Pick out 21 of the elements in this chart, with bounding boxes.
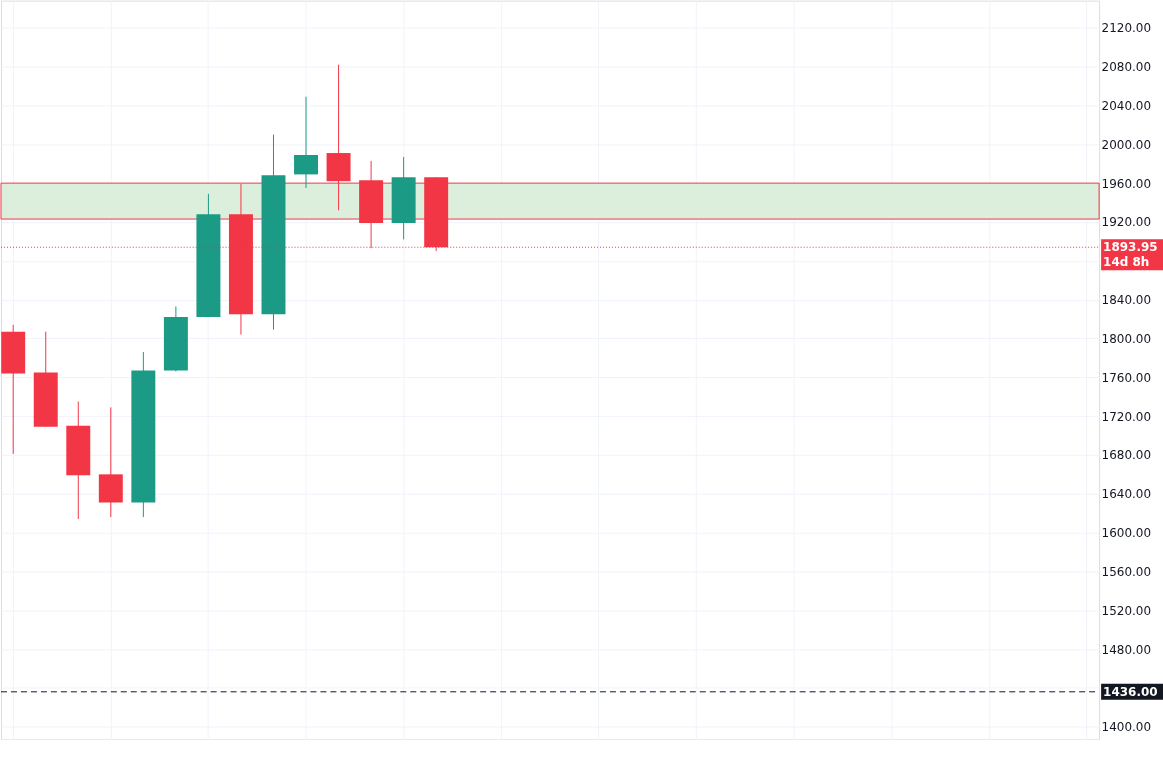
- y-tick-label: 1720.00: [1101, 409, 1152, 424]
- y-tick-label: 1960.00: [1101, 176, 1152, 191]
- text: 14d 8h: [1103, 255, 1150, 270]
- y-tick-label: 2040.00: [1101, 98, 1152, 113]
- y-tick-label: 1400.00: [1101, 720, 1152, 735]
- y-tick-label: 1560.00: [1101, 564, 1152, 579]
- y-tick-label: 1920.00: [1101, 215, 1152, 230]
- y-tick-label: 2120.00: [1101, 21, 1152, 36]
- candlestick: [294, 96, 319, 189]
- y-tick-label: 1520.00: [1101, 603, 1152, 618]
- y-tick-label: 1840.00: [1101, 293, 1152, 308]
- y-tick-label: 1600.00: [1101, 526, 1152, 541]
- y-tick-label: 1760.00: [1101, 370, 1152, 385]
- y-tick-label: 1640.00: [1101, 487, 1152, 502]
- ref-line-label: 1893.95: [1103, 240, 1158, 255]
- ref-line-label: 1436.00: [1103, 684, 1158, 699]
- y-tick-label: 2080.00: [1101, 60, 1152, 75]
- y-tick-label: 1800.00: [1101, 331, 1152, 346]
- y-tick-label: 2000.00: [1101, 137, 1152, 152]
- y-tick-label: 1680.00: [1101, 448, 1152, 463]
- y-tick-label: 1480.00: [1101, 642, 1152, 657]
